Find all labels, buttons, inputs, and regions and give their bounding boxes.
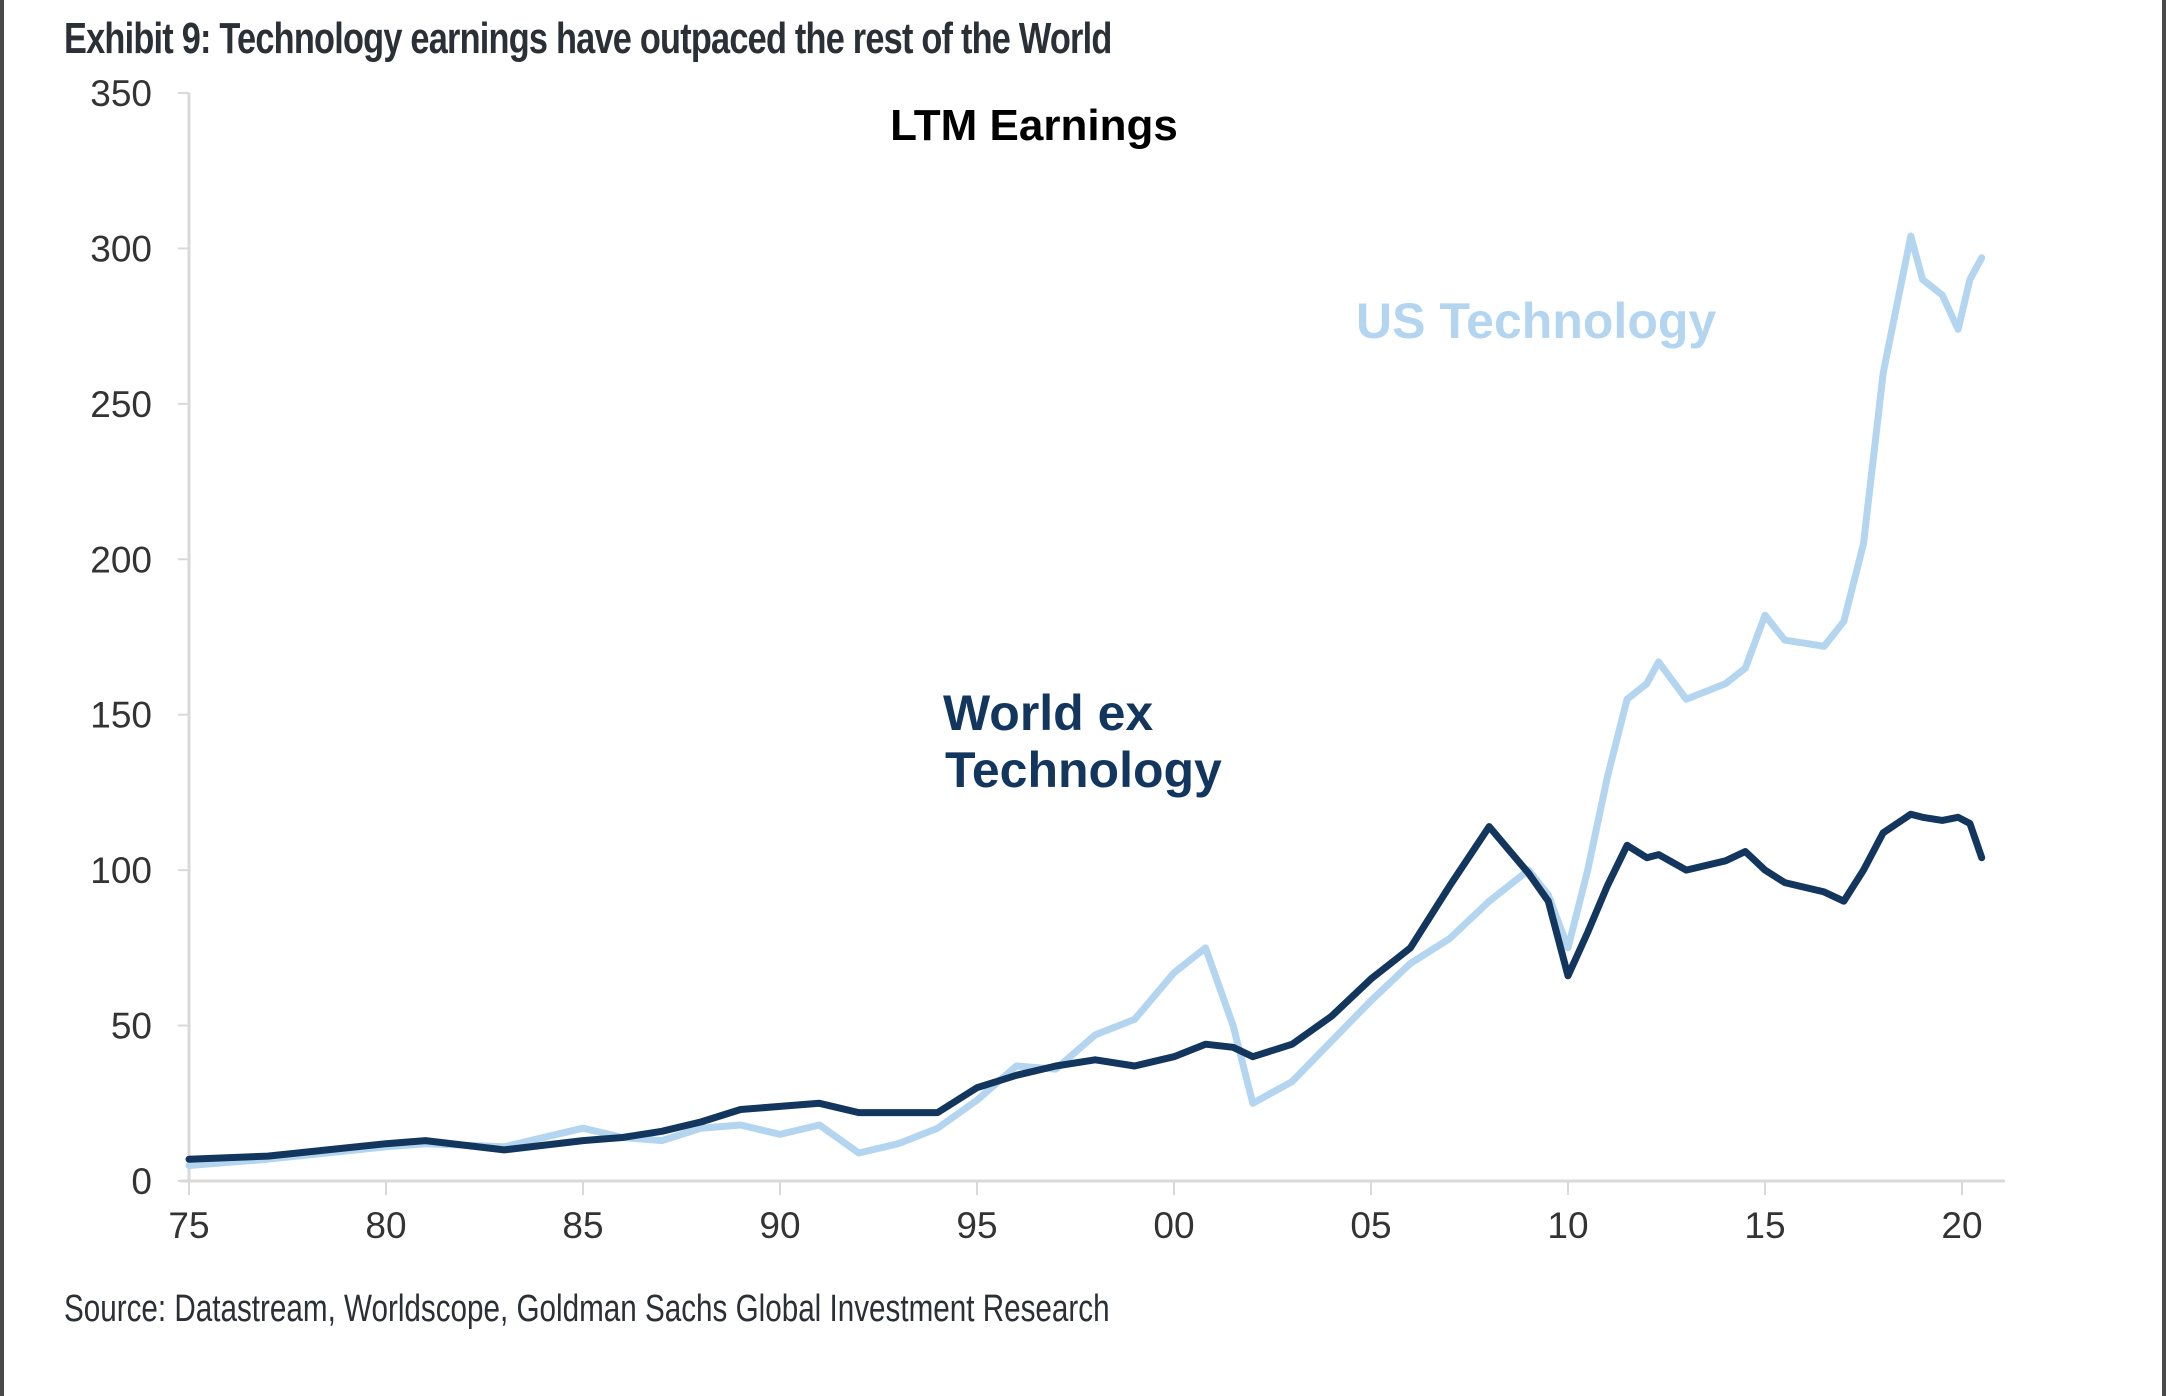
series-line-us-technology bbox=[185, 232, 1986, 1169]
y-axis-ticks: 0 50 100 150 200 250 300 350 bbox=[90, 73, 189, 1202]
y-tick-label: 150 bbox=[90, 695, 152, 736]
series-label-world-ex-technology: World ex Technology bbox=[943, 685, 1222, 798]
x-tick-label: 85 bbox=[562, 1205, 603, 1246]
x-tick-label: 90 bbox=[759, 1205, 800, 1246]
y-tick-label: 350 bbox=[90, 73, 152, 114]
y-tick-label: 0 bbox=[131, 1161, 152, 1202]
y-tick-label: 100 bbox=[90, 850, 152, 891]
x-tick-label: 95 bbox=[956, 1205, 997, 1246]
series-label-world-ex-line-1: World ex bbox=[943, 685, 1153, 741]
x-tick-label: 10 bbox=[1547, 1205, 1588, 1246]
series-lines bbox=[185, 232, 1986, 1169]
y-tick-label: 300 bbox=[90, 228, 152, 269]
x-axis-ticks: 75 80 85 90 95 00 05 10 15 20 bbox=[168, 1181, 1983, 1246]
window-frame-left bbox=[0, 0, 4, 1396]
y-tick-label: 200 bbox=[90, 539, 152, 580]
x-tick-label: 20 bbox=[1941, 1205, 1982, 1246]
series-label-world-ex-line-2: Technology bbox=[945, 742, 1222, 798]
series-label-us-technology: US Technology bbox=[1356, 293, 1716, 349]
source-note: Source: Datastream, Worldscope, Goldman … bbox=[64, 1288, 1110, 1330]
exhibit-title: Exhibit 9: Technology earnings have outp… bbox=[64, 14, 1112, 63]
x-tick-label: 15 bbox=[1744, 1205, 1785, 1246]
x-tick-label: 05 bbox=[1350, 1205, 1391, 1246]
y-tick-label: 50 bbox=[111, 1006, 152, 1047]
x-tick-label: 00 bbox=[1153, 1205, 1194, 1246]
chart-title: LTM Earnings bbox=[890, 101, 1178, 150]
window-frame-right bbox=[2162, 0, 2166, 1396]
series-line-world-ex-technology bbox=[185, 810, 1986, 1163]
x-tick-label: 80 bbox=[365, 1205, 406, 1246]
x-tick-label: 75 bbox=[168, 1205, 209, 1246]
y-tick-label: 250 bbox=[90, 384, 152, 425]
